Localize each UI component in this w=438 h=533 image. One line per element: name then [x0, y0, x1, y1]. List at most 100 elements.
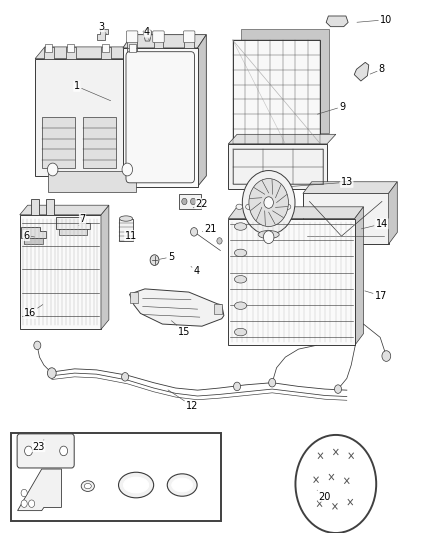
Text: 3: 3: [98, 22, 106, 35]
Text: 4: 4: [144, 27, 150, 39]
Text: 4: 4: [191, 266, 199, 276]
Circle shape: [190, 198, 195, 205]
Bar: [184, 33, 194, 48]
Circle shape: [381, 351, 390, 361]
Bar: [214, 304, 222, 314]
Circle shape: [295, 435, 375, 533]
Text: 13: 13: [290, 177, 352, 187]
Ellipse shape: [84, 483, 91, 489]
Bar: [127, 33, 137, 48]
Text: 14: 14: [360, 219, 387, 229]
Text: 17: 17: [364, 291, 386, 301]
Bar: [83, 117, 116, 168]
Polygon shape: [302, 182, 396, 193]
Bar: [130, 292, 138, 303]
Circle shape: [190, 228, 197, 236]
Bar: [67, 44, 74, 52]
Circle shape: [21, 489, 27, 497]
Bar: [179, 194, 201, 209]
Ellipse shape: [234, 276, 246, 283]
Ellipse shape: [236, 204, 242, 209]
Circle shape: [216, 238, 222, 244]
Circle shape: [268, 378, 275, 387]
Text: 7: 7: [79, 214, 85, 225]
Bar: [66, 47, 75, 59]
Bar: [45, 44, 52, 52]
Polygon shape: [197, 35, 206, 187]
Ellipse shape: [234, 249, 246, 257]
Circle shape: [47, 368, 56, 378]
Polygon shape: [241, 29, 328, 133]
Text: 20: 20: [316, 490, 330, 502]
Ellipse shape: [118, 472, 153, 498]
Circle shape: [34, 341, 41, 350]
Bar: [228, 219, 354, 345]
Polygon shape: [325, 16, 347, 27]
Bar: [127, 47, 137, 59]
Polygon shape: [143, 28, 152, 41]
Ellipse shape: [123, 477, 148, 493]
Text: 21: 21: [202, 224, 216, 234]
FancyBboxPatch shape: [126, 52, 194, 183]
Circle shape: [28, 500, 35, 507]
Bar: [232, 40, 320, 144]
Bar: [48, 171, 136, 192]
Ellipse shape: [274, 204, 280, 209]
Circle shape: [47, 163, 58, 176]
Circle shape: [242, 171, 294, 235]
Polygon shape: [97, 29, 107, 40]
Bar: [119, 219, 132, 241]
Polygon shape: [18, 469, 61, 511]
Text: 9: 9: [317, 102, 345, 114]
Bar: [44, 47, 53, 59]
Circle shape: [121, 373, 128, 381]
Polygon shape: [354, 207, 363, 345]
Polygon shape: [129, 289, 223, 326]
Polygon shape: [24, 238, 43, 244]
Text: 8: 8: [369, 64, 384, 74]
Ellipse shape: [258, 230, 279, 239]
Circle shape: [263, 231, 273, 244]
FancyBboxPatch shape: [126, 31, 138, 43]
Bar: [123, 48, 197, 187]
Text: 5: 5: [159, 252, 174, 262]
Bar: [128, 44, 135, 52]
Ellipse shape: [265, 204, 271, 209]
Circle shape: [233, 382, 240, 391]
Ellipse shape: [119, 216, 132, 221]
Ellipse shape: [81, 481, 94, 491]
Circle shape: [248, 179, 288, 227]
Circle shape: [181, 198, 187, 205]
Bar: [35, 59, 145, 176]
Polygon shape: [21, 227, 46, 238]
Polygon shape: [145, 47, 154, 176]
Bar: [11, 433, 220, 521]
Ellipse shape: [284, 204, 290, 209]
Text: 10: 10: [356, 15, 392, 25]
Bar: [302, 193, 388, 244]
Text: 16: 16: [24, 304, 42, 318]
Ellipse shape: [245, 204, 251, 209]
Bar: [153, 33, 163, 48]
Bar: [232, 149, 322, 184]
Text: 1: 1: [74, 82, 110, 101]
FancyBboxPatch shape: [152, 31, 164, 43]
Polygon shape: [56, 217, 90, 229]
Circle shape: [150, 255, 159, 265]
Polygon shape: [228, 207, 363, 219]
Text: 12: 12: [168, 390, 198, 411]
Circle shape: [122, 163, 132, 176]
Circle shape: [60, 446, 67, 456]
Ellipse shape: [234, 328, 246, 336]
Bar: [228, 144, 326, 189]
Circle shape: [25, 446, 32, 456]
Polygon shape: [59, 229, 87, 235]
Circle shape: [21, 500, 27, 507]
Ellipse shape: [255, 204, 261, 209]
Text: 22: 22: [193, 199, 208, 208]
Polygon shape: [228, 134, 335, 144]
Bar: [102, 44, 109, 52]
Ellipse shape: [234, 302, 246, 309]
Circle shape: [263, 197, 273, 208]
Circle shape: [334, 385, 341, 393]
